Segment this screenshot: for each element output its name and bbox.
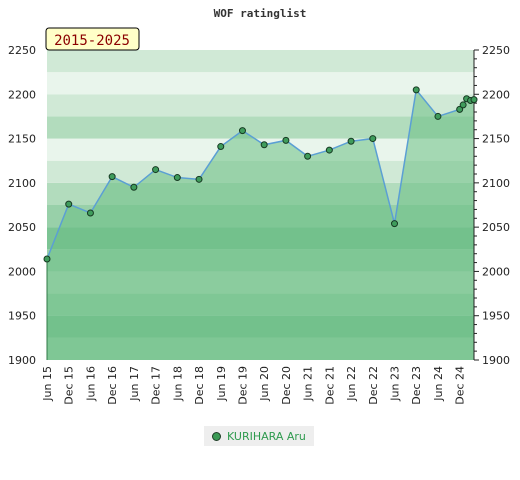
y-tick-label: 2100 — [8, 177, 36, 190]
data-point — [152, 166, 160, 174]
x-tick-label: Jun 18 — [171, 366, 184, 402]
y-tick-label: 2050 — [482, 221, 510, 234]
y-tick-label: 1900 — [482, 354, 510, 367]
x-tick-label: Jun 19 — [215, 366, 228, 402]
data-point — [130, 183, 138, 191]
x-tick-label: Jun 21 — [302, 366, 315, 402]
data-point — [173, 174, 181, 182]
y-tick-label: 2000 — [8, 265, 36, 278]
x-tick-label: Jun 17 — [128, 366, 141, 402]
data-point — [456, 105, 464, 113]
y-tick-label: 2050 — [8, 221, 36, 234]
data-point — [217, 143, 225, 151]
data-point — [108, 173, 116, 181]
data-point — [325, 146, 333, 154]
legend-marker-icon — [212, 431, 221, 441]
y-tick-label: 2200 — [482, 88, 510, 101]
data-point — [412, 86, 420, 94]
y-tick-label: 1900 — [8, 354, 36, 367]
data-point — [282, 136, 290, 144]
y-axis-right: 1900 1950 2000 2050 2100 2150 2200 2250 — [473, 44, 510, 367]
y-tick-label: 2200 — [8, 88, 36, 101]
rating-area-fill — [47, 89, 474, 360]
y-tick-label: 2250 — [482, 44, 510, 57]
x-tick-label: Jun 22 — [345, 366, 358, 402]
legend-series-name: KURIHARA Aru — [227, 429, 306, 443]
data-point — [65, 200, 73, 208]
x-tick-label: Dec 21 — [323, 366, 336, 405]
x-tick-label: Dec 15 — [63, 366, 76, 405]
x-tick-label: Jun 20 — [258, 366, 271, 402]
rating-area — [47, 89, 474, 360]
data-point — [238, 127, 246, 135]
x-tick-label: Dec 23 — [410, 366, 423, 405]
y-axis-left: 1900 1950 2000 2050 2100 2150 2200 2250 — [8, 44, 36, 367]
y-tick-label: 2000 — [482, 265, 510, 278]
y-tick-label: 2100 — [482, 177, 510, 190]
x-tick-label: Dec 18 — [193, 366, 206, 405]
data-point — [347, 137, 355, 145]
background-band — [47, 50, 474, 73]
period-badge: 2015-2025 — [45, 27, 140, 51]
background-band — [47, 94, 474, 117]
data-point — [369, 135, 377, 143]
x-tick-label: Dec 22 — [367, 366, 380, 405]
x-tick-label: Jun 24 — [432, 366, 445, 402]
data-point — [195, 175, 203, 183]
x-tick-label: Dec 20 — [280, 366, 293, 405]
data-point — [260, 141, 268, 149]
background-band — [47, 72, 474, 95]
rating-markers — [43, 86, 478, 263]
data-point — [43, 255, 51, 263]
data-point — [470, 96, 478, 104]
x-tick-label: Dec 17 — [150, 366, 163, 405]
data-point — [86, 209, 94, 217]
x-tick-label: Jun 16 — [84, 366, 97, 402]
legend: KURIHARA Aru — [204, 426, 314, 446]
period-badge-label: 2015-2025 — [54, 33, 130, 49]
data-point — [434, 112, 442, 120]
y-tick-label: 2150 — [482, 133, 510, 146]
data-point — [459, 101, 467, 109]
y-tick-label: 1950 — [8, 310, 36, 323]
y-tick-label: 2150 — [8, 133, 36, 146]
x-tick-label: Dec 16 — [106, 366, 119, 405]
x-tick-label: Jun 15 — [41, 366, 54, 402]
data-point — [304, 152, 312, 160]
y-tick-label: 2250 — [8, 44, 36, 57]
x-tick-label: Jun 23 — [389, 366, 402, 402]
chart-title: WOF ratinglist — [214, 7, 307, 20]
background-band — [47, 116, 474, 139]
x-tick-label: Dec 24 — [454, 366, 467, 405]
data-point — [391, 220, 399, 228]
x-axis: Jun 15 Dec 15 Jun 16 Dec 16 Jun 17 Dec 17 Jun … — [41, 366, 467, 405]
y-tick-label: 1950 — [482, 310, 510, 323]
x-tick-label: Dec 19 — [236, 366, 249, 405]
